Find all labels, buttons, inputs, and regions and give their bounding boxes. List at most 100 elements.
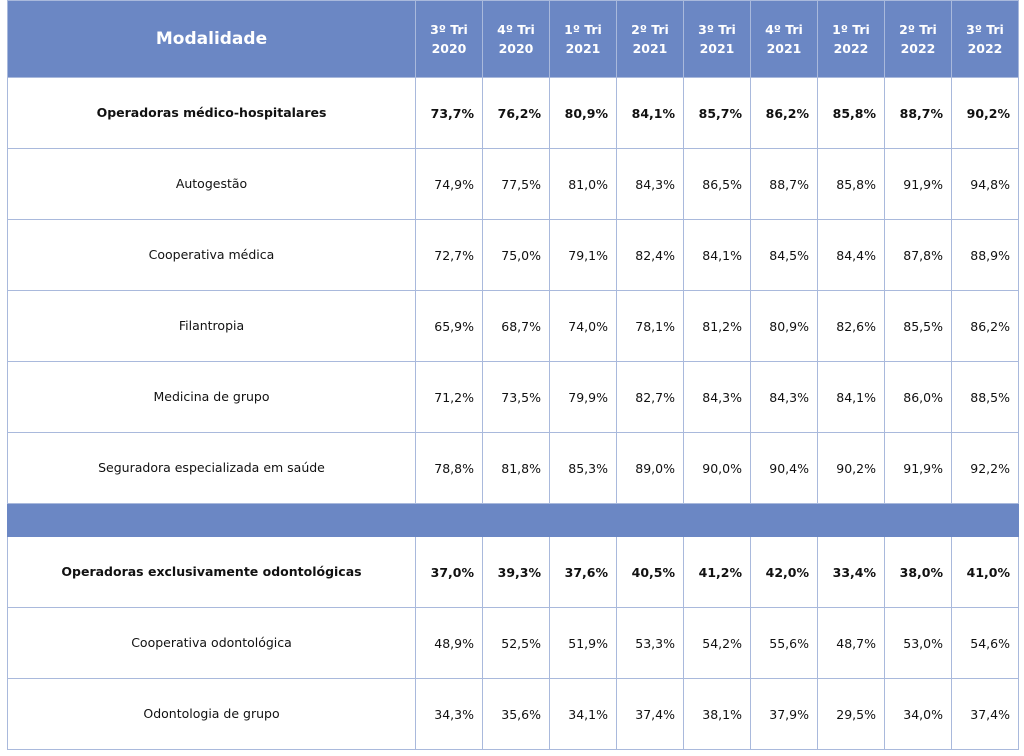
- cell-value: 85,8%: [817, 148, 885, 220]
- period-year: 2021: [632, 41, 668, 56]
- period-label: 3º Tri: [430, 22, 468, 37]
- cell-value: 29,5%: [817, 678, 885, 750]
- cell-value: 90,2%: [817, 432, 885, 504]
- cell-value: 84,3%: [616, 148, 684, 220]
- cell-value: 84,4%: [817, 219, 885, 291]
- cell-value: 86,5%: [683, 148, 751, 220]
- cell-value: 34,1%: [549, 678, 617, 750]
- row-name: Cooperativa médica: [7, 219, 416, 291]
- cell-value: 81,8%: [482, 432, 550, 504]
- cell-value: 84,1%: [616, 77, 684, 149]
- cell-value: 54,2%: [683, 607, 751, 679]
- period-year: 2020: [498, 41, 534, 56]
- header-period: 2º Tri 2022: [884, 0, 952, 78]
- period-label: 4º Tri: [765, 22, 803, 37]
- period-label: 1º Tri: [832, 22, 870, 37]
- cell-value: 39,3%: [482, 536, 550, 608]
- cell-value: 82,7%: [616, 361, 684, 433]
- table-body: Operadoras médico-hospitalares 73,7% 76,…: [7, 77, 1019, 750]
- cell-value: 42,0%: [750, 536, 818, 608]
- cell-value: 34,0%: [884, 678, 952, 750]
- period-year: 2021: [565, 41, 601, 56]
- cell-value: 91,9%: [884, 432, 952, 504]
- table-row: Autogestão 74,9% 77,5% 81,0% 84,3% 86,5%…: [7, 148, 1019, 220]
- cell-value: 38,0%: [884, 536, 952, 608]
- cell-value: 68,7%: [482, 290, 550, 362]
- header-period: 2º Tri 2021: [616, 0, 684, 78]
- cell-value: 85,7%: [683, 77, 751, 149]
- cell-value: 55,6%: [750, 607, 818, 679]
- cell-value: 73,5%: [482, 361, 550, 433]
- row-name: Medicina de grupo: [7, 361, 416, 433]
- cell-value: 79,9%: [549, 361, 617, 433]
- period-label: 3º Tri: [698, 22, 736, 37]
- cell-value: 76,2%: [482, 77, 550, 149]
- period-label: 4º Tri: [497, 22, 535, 37]
- cell-value: 84,3%: [683, 361, 751, 433]
- cell-value: 77,5%: [482, 148, 550, 220]
- cell-value: 71,2%: [415, 361, 483, 433]
- cell-value: 65,9%: [415, 290, 483, 362]
- cell-value: 80,9%: [549, 77, 617, 149]
- header-period: 3º Tri 2022: [951, 0, 1019, 78]
- cell-value: 88,9%: [951, 219, 1019, 291]
- cell-value: 84,3%: [750, 361, 818, 433]
- cell-value: 35,6%: [482, 678, 550, 750]
- cell-value: 90,2%: [951, 77, 1019, 149]
- cell-value: 52,5%: [482, 607, 550, 679]
- table-row: Odontologia de grupo 34,3% 35,6% 34,1% 3…: [7, 678, 1019, 750]
- cell-value: 78,8%: [415, 432, 483, 504]
- cell-value: 82,6%: [817, 290, 885, 362]
- header-period: 1º Tri 2022: [817, 0, 885, 78]
- header-modalidade: Modalidade: [7, 0, 416, 78]
- cell-value: 41,0%: [951, 536, 1019, 608]
- cell-value: 84,1%: [683, 219, 751, 291]
- row-name: Filantropia: [7, 290, 416, 362]
- cell-value: 84,1%: [817, 361, 885, 433]
- period-year: 2020: [431, 41, 467, 56]
- period-label: 2º Tri: [899, 22, 937, 37]
- row-name: Cooperativa odontológica: [7, 607, 416, 679]
- header-row: Modalidade 3º Tri 2020 4º Tri 2020 1º Tri 2…: [7, 0, 1019, 78]
- cell-value: 85,3%: [549, 432, 617, 504]
- row-name: Odontologia de grupo: [7, 678, 416, 750]
- cell-value: 94,8%: [951, 148, 1019, 220]
- header-period: 3º Tri 2020: [415, 0, 483, 78]
- period-label: 1º Tri: [564, 22, 602, 37]
- cell-value: 75,0%: [482, 219, 550, 291]
- cell-value: 37,4%: [616, 678, 684, 750]
- table-row: Operadoras exclusivamente odontológicas …: [7, 536, 1019, 608]
- cell-value: 37,4%: [951, 678, 1019, 750]
- cell-value: 53,0%: [884, 607, 952, 679]
- cell-value: 72,7%: [415, 219, 483, 291]
- cell-value: 86,2%: [750, 77, 818, 149]
- table-row: Seguradora especializada em saúde 78,8% …: [7, 432, 1019, 504]
- cell-value: 41,2%: [683, 536, 751, 608]
- cell-value: 90,4%: [750, 432, 818, 504]
- cell-value: 54,6%: [951, 607, 1019, 679]
- row-name: Autogestão: [7, 148, 416, 220]
- cell-value: 80,9%: [750, 290, 818, 362]
- table-row: Cooperativa médica 72,7% 75,0% 79,1% 82,…: [7, 219, 1019, 291]
- header-period: 1º Tri 2021: [549, 0, 617, 78]
- cell-value: 79,1%: [549, 219, 617, 291]
- period-year: 2022: [833, 41, 869, 56]
- table-row: Medicina de grupo 71,2% 73,5% 79,9% 82,7…: [7, 361, 1019, 433]
- cell-value: 81,2%: [683, 290, 751, 362]
- cell-value: 48,7%: [817, 607, 885, 679]
- cell-value: 84,5%: [750, 219, 818, 291]
- period-label: 2º Tri: [631, 22, 669, 37]
- cell-value: 85,8%: [817, 77, 885, 149]
- period-label: 3º Tri: [966, 22, 1004, 37]
- row-name: Operadoras médico-hospitalares: [7, 77, 416, 149]
- row-name: Operadoras exclusivamente odontológicas: [7, 536, 416, 608]
- cell-value: 34,3%: [415, 678, 483, 750]
- separator-band: [7, 503, 1019, 537]
- cell-value: 48,9%: [415, 607, 483, 679]
- cell-value: 82,4%: [616, 219, 684, 291]
- cell-value: 38,1%: [683, 678, 751, 750]
- header-period: 3º Tri 2021: [683, 0, 751, 78]
- cell-value: 86,2%: [951, 290, 1019, 362]
- cell-value: 40,5%: [616, 536, 684, 608]
- cell-value: 88,5%: [951, 361, 1019, 433]
